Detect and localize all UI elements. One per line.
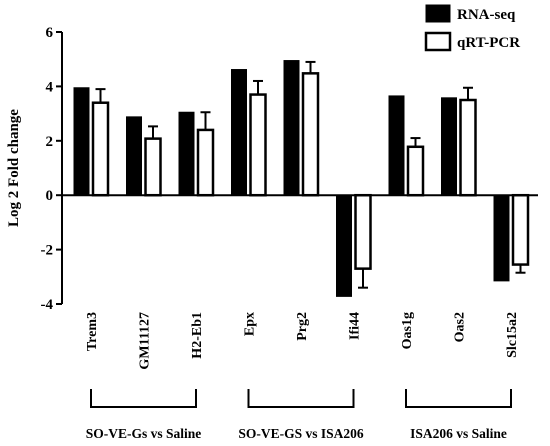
bar-qrt-pcr-h2-eb1 xyxy=(196,128,215,197)
group-brackets: SO-VE-Gs vs Saline SO-VE-GS vs ISA206 ISA2… xyxy=(86,389,512,441)
category-label: Slc15a2 xyxy=(505,312,520,358)
bar-qrt-pcr-slc15a2 xyxy=(511,193,530,266)
bar-rna-seq-gm11127 xyxy=(126,116,142,196)
bar-rna-seq-trem3 xyxy=(73,87,90,196)
bar-qrt-pcr-gm11127 xyxy=(144,137,162,197)
category-label: Prg2 xyxy=(295,312,310,341)
legend-label-qrt-pcr: qRT-PCR xyxy=(457,35,520,51)
group-label: SO-VE-GS vs ISA206 xyxy=(238,426,364,441)
y-ticks: -4 -2 0 2 4 6 xyxy=(41,25,62,313)
legend-swatch-rna-seq xyxy=(425,4,451,23)
group-bracket xyxy=(405,389,512,408)
bar-rna-seq-slc15a2 xyxy=(493,194,510,282)
y-tick-label: -2 xyxy=(41,243,54,259)
bar-rna-seq-h2-eb1 xyxy=(178,111,195,196)
y-tick-label: -4 xyxy=(41,297,54,313)
category-label: Epx xyxy=(243,312,258,336)
y-axis-label: Log 2 Fold change xyxy=(6,109,22,227)
bar-rna-seq-oas1g xyxy=(388,95,405,196)
bar-rna-seq-ifi44 xyxy=(336,194,352,297)
legend-swatch-qrt-pcr xyxy=(424,31,452,52)
bar-rna-seq-oas2 xyxy=(441,97,457,196)
y-tick-label: 2 xyxy=(46,134,54,150)
group-label: ISA206 vs Saline xyxy=(410,426,507,441)
bar-qrt-pcr-oas2 xyxy=(459,98,477,197)
bar-rna-seq-epx xyxy=(231,69,247,196)
y-tick-label: 0 xyxy=(46,188,54,204)
bar-rna-seq-prg2 xyxy=(283,60,300,196)
category-label: Ifi44 xyxy=(348,312,363,340)
group-bracket xyxy=(247,389,355,408)
bar-qrt-pcr-ifi44 xyxy=(354,193,372,270)
category-label: Trem3 xyxy=(85,312,100,351)
bar-qrt-pcr-oas1g xyxy=(406,145,425,197)
category-label: GM11127 xyxy=(138,312,153,370)
legend: RNA-seq qRT-PCR xyxy=(424,4,520,52)
legend-label-rna-seq: RNA-seq xyxy=(457,7,516,23)
group-label: SO-VE-Gs vs Saline xyxy=(86,426,202,441)
bar-qrt-pcr-epx xyxy=(249,93,267,197)
category-labels: Trem3 GM11127 H2-Eb1 Epx Prg2 Ifi44 Oas1g Oas2 S… xyxy=(85,312,520,370)
group-bracket xyxy=(90,389,197,408)
axes-layer xyxy=(61,32,538,304)
category-label: Oas2 xyxy=(453,312,468,342)
y-tick-label: 6 xyxy=(46,25,54,41)
y-tick-label: 4 xyxy=(46,79,54,95)
category-label: Oas1g xyxy=(400,312,415,349)
category-label: H2-Eb1 xyxy=(190,312,205,359)
bars-layer xyxy=(73,60,530,297)
bar-qrt-pcr-prg2 xyxy=(301,72,320,197)
bar-qrt-pcr-trem3 xyxy=(91,101,110,197)
